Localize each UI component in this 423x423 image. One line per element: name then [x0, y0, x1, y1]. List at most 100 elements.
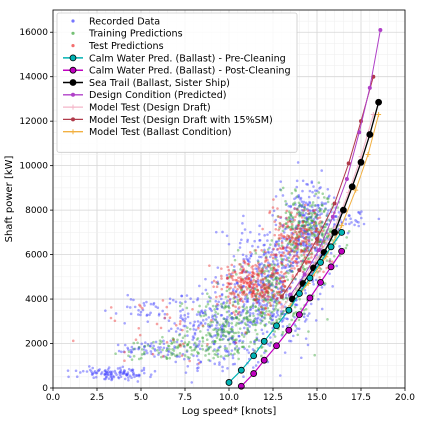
scatter-point	[284, 248, 288, 252]
scatter-point	[266, 298, 270, 301]
scatter-point	[264, 313, 267, 317]
scatter-point	[330, 260, 334, 263]
scatter-point	[295, 208, 299, 211]
scatter-point	[197, 343, 201, 346]
scatter-point	[299, 241, 302, 245]
scatter-point	[315, 224, 318, 227]
scatter-point	[215, 285, 219, 288]
scatter-point	[136, 380, 140, 383]
scatter-point	[281, 284, 284, 288]
scatter-point	[271, 283, 274, 287]
scatter-point	[308, 260, 311, 263]
scatter-point	[131, 370, 134, 373]
scatter-point	[126, 293, 130, 297]
scatter-point	[213, 339, 217, 343]
scatter-point	[270, 299, 274, 302]
scatter-point	[299, 356, 303, 360]
scatter-point	[131, 348, 135, 351]
scatter-point	[249, 282, 253, 285]
scatter-point	[307, 226, 311, 230]
scatter-point	[286, 237, 289, 241]
scatter-point	[304, 221, 308, 224]
scatter-point	[284, 203, 288, 207]
scatter-point	[153, 355, 156, 358]
scatter-point	[214, 299, 218, 303]
scatter-point	[307, 209, 311, 212]
scatter-point	[225, 277, 229, 280]
series-marker	[375, 98, 383, 106]
scatter-point	[237, 312, 240, 315]
scatter-point	[178, 343, 182, 346]
scatter-point	[160, 355, 163, 359]
scatter-point	[317, 206, 321, 210]
scatter-point	[216, 352, 220, 356]
scatter-point	[280, 290, 284, 293]
scatter-point	[207, 352, 211, 356]
scatter-point	[306, 209, 310, 212]
scatter-point	[264, 307, 268, 310]
scatter-point	[85, 370, 89, 373]
scatter-point	[186, 315, 190, 319]
scatter-point	[309, 226, 312, 229]
scatter-point	[311, 212, 314, 215]
scatter-point	[233, 291, 236, 295]
scatter-point	[259, 279, 263, 283]
scatter-point	[241, 293, 244, 296]
scatter-point	[237, 280, 241, 283]
scatter-point	[310, 242, 314, 246]
scatter-point	[188, 327, 192, 331]
scatter-point	[265, 304, 269, 307]
scatter-point	[196, 298, 199, 302]
scatter-point	[317, 191, 321, 194]
scatter-point	[251, 282, 254, 286]
scatter-point	[318, 208, 322, 212]
scatter-point	[326, 235, 329, 238]
scatter-point	[223, 344, 227, 348]
scatter-point	[88, 368, 92, 372]
scatter-point	[290, 238, 293, 242]
scatter-point	[220, 338, 224, 341]
scatter-point	[99, 372, 103, 376]
scatter-point	[302, 244, 306, 247]
scatter-point	[213, 348, 216, 351]
scatter-point	[165, 349, 168, 352]
scatter-point	[328, 230, 332, 234]
scatter-point	[248, 260, 251, 264]
scatter-point	[296, 226, 300, 230]
scatter-point	[111, 374, 115, 378]
scatter-point	[296, 236, 299, 239]
scatter-point	[279, 216, 282, 220]
scatter-point	[283, 284, 287, 288]
scatter-point	[277, 300, 281, 304]
scatter-point	[114, 352, 117, 356]
scatter-point	[306, 246, 309, 249]
scatter-point	[256, 288, 259, 292]
scatter-point	[230, 349, 234, 352]
scatter-point	[66, 369, 70, 372]
scatter-point	[289, 240, 292, 243]
scatter-point	[230, 325, 234, 329]
scatter-point	[230, 312, 233, 315]
scatter-point	[255, 338, 259, 341]
scatter-point	[130, 376, 133, 380]
scatter-point	[245, 317, 249, 320]
scatter-point	[145, 300, 148, 304]
series-marker	[250, 370, 258, 377]
scatter-point	[203, 311, 207, 314]
scatter-point	[210, 309, 213, 313]
scatter-point	[317, 240, 321, 244]
scatter-point	[308, 202, 312, 205]
scatter-point	[240, 333, 244, 337]
scatter-point	[159, 346, 162, 349]
scatter-point	[254, 294, 258, 297]
scatter-point	[145, 314, 149, 317]
scatter-point	[274, 253, 278, 256]
scatter-point	[282, 275, 286, 279]
scatter-point	[225, 349, 229, 352]
legend-label: Test Predictions	[88, 41, 164, 52]
scatter-point	[236, 293, 240, 297]
scatter-point	[179, 320, 182, 323]
scatter-point	[230, 274, 233, 278]
scatter-point	[227, 295, 230, 298]
scatter-point	[79, 371, 82, 374]
